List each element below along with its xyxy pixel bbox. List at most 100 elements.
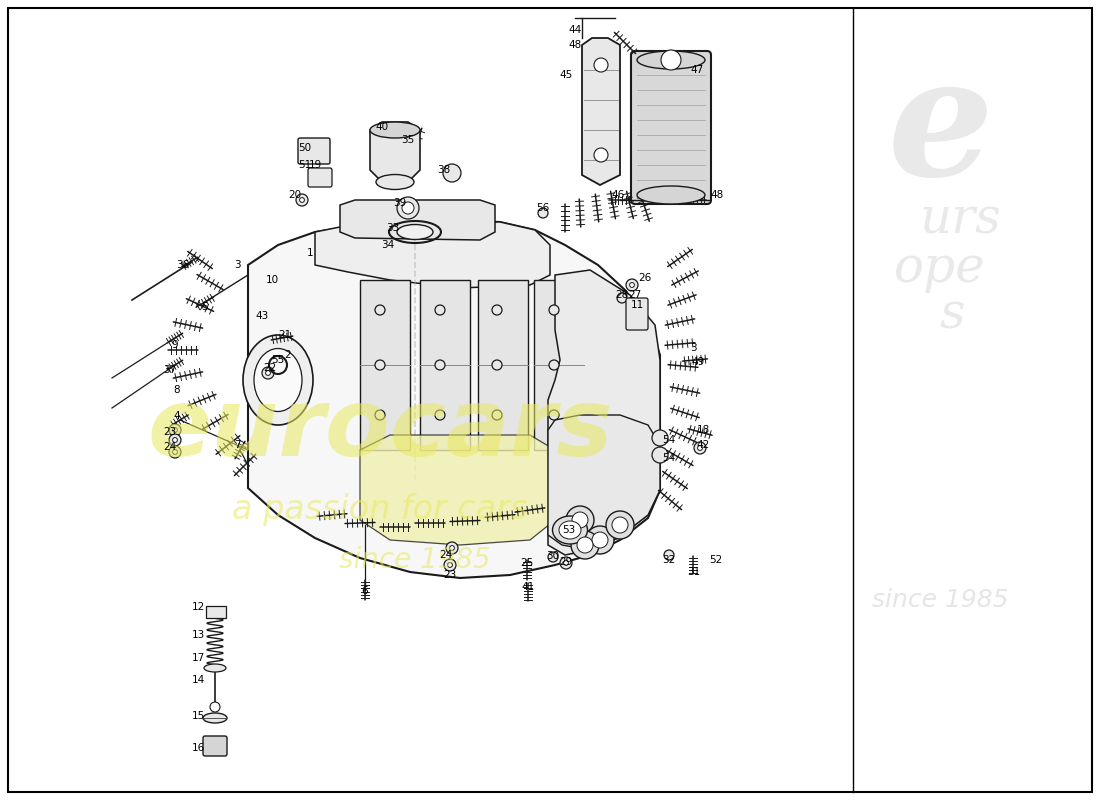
FancyBboxPatch shape (308, 168, 332, 187)
FancyBboxPatch shape (206, 606, 225, 618)
Text: 28: 28 (615, 290, 628, 300)
Text: 56: 56 (537, 203, 550, 213)
Circle shape (578, 537, 593, 553)
Text: 48: 48 (711, 190, 724, 200)
Circle shape (594, 58, 608, 72)
Polygon shape (548, 415, 660, 550)
Text: 37: 37 (164, 365, 177, 375)
Text: 18: 18 (696, 425, 710, 435)
Circle shape (571, 531, 600, 559)
Text: 54: 54 (662, 435, 675, 445)
Text: 12: 12 (191, 602, 205, 612)
Circle shape (617, 293, 627, 303)
Ellipse shape (204, 664, 226, 672)
Circle shape (592, 532, 608, 548)
Text: 13: 13 (191, 630, 205, 640)
Ellipse shape (397, 225, 433, 239)
Text: 24: 24 (439, 550, 452, 560)
Text: 45: 45 (560, 70, 573, 80)
Text: 10: 10 (265, 275, 278, 285)
Text: 48: 48 (569, 40, 582, 50)
Text: 38: 38 (438, 165, 451, 175)
Text: 14: 14 (191, 675, 205, 685)
Ellipse shape (370, 122, 420, 138)
Text: 22: 22 (263, 363, 276, 373)
Text: 52: 52 (710, 555, 723, 565)
Circle shape (694, 442, 706, 454)
Text: 42: 42 (696, 440, 710, 450)
Circle shape (594, 148, 608, 162)
Circle shape (560, 557, 572, 569)
Ellipse shape (243, 335, 314, 425)
Circle shape (548, 552, 558, 562)
Circle shape (652, 447, 668, 463)
Text: since 1985: since 1985 (339, 546, 491, 574)
Polygon shape (360, 435, 556, 545)
Circle shape (375, 305, 385, 315)
Circle shape (492, 410, 502, 420)
Text: 7: 7 (233, 440, 240, 450)
Text: 31: 31 (688, 567, 701, 577)
Ellipse shape (204, 713, 227, 723)
Ellipse shape (637, 51, 705, 69)
Circle shape (626, 279, 638, 291)
Text: 5: 5 (201, 302, 208, 312)
Text: 6: 6 (362, 586, 369, 596)
Ellipse shape (254, 349, 303, 411)
Text: 29: 29 (560, 557, 573, 567)
Text: s: s (939, 290, 965, 340)
Text: 53: 53 (562, 525, 575, 535)
Text: 20: 20 (288, 190, 301, 200)
Circle shape (549, 360, 559, 370)
Circle shape (443, 164, 461, 182)
Text: 17: 17 (191, 653, 205, 663)
Ellipse shape (376, 174, 414, 190)
Text: 25: 25 (520, 558, 534, 568)
Text: 55: 55 (272, 355, 285, 365)
Circle shape (210, 702, 220, 712)
Circle shape (566, 506, 594, 534)
Text: 47: 47 (691, 65, 704, 75)
Text: 16: 16 (191, 743, 205, 753)
Circle shape (661, 50, 681, 70)
Text: 21: 21 (278, 330, 292, 340)
Circle shape (444, 559, 456, 571)
Circle shape (446, 542, 458, 554)
Circle shape (434, 360, 446, 370)
Polygon shape (370, 122, 420, 180)
Circle shape (375, 410, 385, 420)
Circle shape (572, 512, 588, 528)
Circle shape (492, 360, 502, 370)
Text: 32: 32 (662, 555, 675, 565)
Text: 8: 8 (174, 385, 180, 395)
FancyBboxPatch shape (631, 51, 711, 204)
FancyBboxPatch shape (204, 736, 227, 756)
Circle shape (492, 305, 502, 315)
Circle shape (652, 430, 668, 446)
Polygon shape (315, 222, 550, 288)
Text: 49: 49 (692, 357, 705, 367)
Circle shape (299, 198, 305, 202)
Text: 15: 15 (191, 711, 205, 721)
Text: 51: 51 (298, 160, 311, 170)
Circle shape (173, 438, 177, 442)
Text: 40: 40 (375, 122, 388, 132)
Circle shape (402, 202, 414, 214)
Text: 3: 3 (233, 260, 240, 270)
Circle shape (629, 282, 635, 287)
Text: a passion for cars: a passion for cars (232, 494, 528, 526)
Circle shape (296, 194, 308, 206)
FancyBboxPatch shape (298, 138, 330, 164)
Text: 34: 34 (382, 240, 395, 250)
Text: 36: 36 (176, 260, 189, 270)
Text: ope: ope (894, 243, 986, 293)
Text: 3: 3 (690, 343, 696, 353)
Polygon shape (248, 220, 660, 578)
Circle shape (169, 446, 182, 458)
FancyBboxPatch shape (626, 298, 648, 330)
Circle shape (538, 208, 548, 218)
FancyBboxPatch shape (534, 280, 584, 450)
FancyBboxPatch shape (420, 280, 470, 450)
Text: 33: 33 (386, 223, 399, 233)
Circle shape (434, 410, 446, 420)
